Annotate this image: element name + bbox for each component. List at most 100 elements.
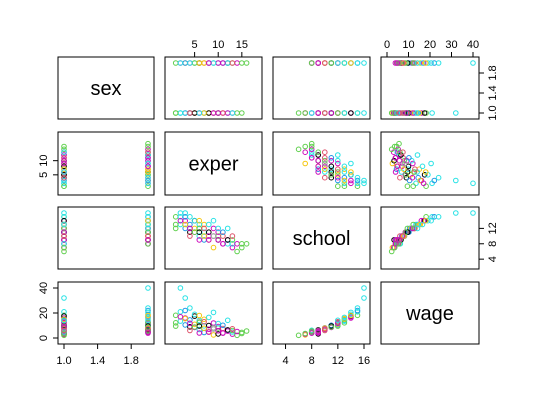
point-school-exper	[210, 217, 217, 224]
point-sex-school	[315, 60, 322, 66]
point-exper-school	[315, 157, 322, 164]
point-exper-sex	[145, 157, 151, 164]
point-exper-wage	[401, 160, 408, 167]
point-exper-sex	[61, 177, 67, 184]
point-wage-school	[341, 314, 348, 321]
point-exper-wage	[397, 149, 403, 155]
point-exper-wage	[408, 157, 415, 164]
y-tick-label-sex: 1.4	[487, 85, 499, 100]
point-exper-sex	[61, 143, 67, 150]
point-sex-wage	[422, 60, 429, 66]
point-school-sex	[61, 241, 67, 247]
point-school-sex	[145, 225, 151, 232]
point-school-wage	[388, 248, 395, 255]
point-sex-school	[348, 60, 354, 66]
point-exper-sex	[61, 163, 67, 170]
point-wage-exper	[191, 324, 198, 330]
point-wage-exper	[234, 332, 240, 339]
x-tick-label-school: 8	[309, 355, 315, 367]
point-wage-exper	[229, 327, 236, 334]
point-wage-sex	[145, 285, 151, 291]
point-exper-school	[328, 155, 335, 161]
point-school-wage	[422, 217, 429, 224]
point-sex-wage	[391, 110, 398, 116]
point-school-wage	[417, 221, 424, 228]
point-wage-sex	[145, 305, 151, 311]
point-exper-wage	[470, 180, 476, 187]
point-school-exper	[215, 237, 221, 243]
point-sex-exper	[187, 60, 193, 66]
panel-wage-vs-exper	[164, 281, 263, 345]
point-exper-wage	[389, 160, 396, 167]
point-sex-wage	[435, 60, 442, 66]
point-school-exper	[239, 244, 245, 251]
point-exper-school	[302, 149, 309, 155]
point-exper-sex	[145, 174, 151, 181]
point-exper-wage	[400, 149, 406, 155]
x-tick-label-wage: 0	[384, 39, 390, 51]
point-wage-sex	[61, 295, 67, 301]
point-exper-school	[348, 172, 354, 178]
x-tick-label-wage: 20	[424, 39, 436, 51]
point-exper-wage	[435, 174, 442, 181]
x-tick-label-wage: 30	[445, 39, 457, 51]
point-wage-exper	[196, 312, 203, 319]
point-exper-school	[341, 180, 348, 187]
point-wage-exper	[201, 319, 207, 325]
point-school-exper	[182, 221, 188, 228]
point-exper-wage	[403, 172, 409, 178]
point-exper-wage	[412, 166, 418, 172]
point-wage-exper	[220, 330, 226, 336]
point-exper-wage	[410, 183, 417, 189]
point-wage-sex	[145, 326, 151, 332]
point-exper-school	[335, 177, 341, 184]
point-exper-wage	[411, 169, 417, 175]
point-sex-exper	[239, 110, 245, 116]
x-tick-label-exper: 5	[192, 39, 198, 51]
point-wage-exper	[182, 295, 188, 301]
point-exper-wage	[391, 157, 397, 164]
point-sex-school	[335, 110, 341, 116]
point-school-exper	[172, 221, 179, 228]
point-exper-wage	[394, 163, 400, 170]
point-wage-exper	[239, 329, 245, 336]
point-exper-wage	[397, 174, 403, 181]
point-sex-exper	[172, 110, 179, 116]
point-school-wage	[410, 221, 417, 228]
point-exper-school	[328, 172, 335, 178]
point-sex-school	[361, 110, 367, 116]
point-wage-exper	[201, 325, 207, 332]
point-exper-school	[322, 174, 328, 181]
point-school-exper	[206, 229, 212, 235]
point-exper-school	[308, 149, 315, 155]
point-exper-wage	[410, 160, 416, 167]
point-exper-school	[315, 149, 322, 155]
point-sex-wage	[414, 110, 420, 116]
point-exper-wage	[396, 157, 403, 164]
point-exper-sex	[145, 143, 151, 150]
point-wage-school	[308, 330, 315, 336]
point-exper-sex	[61, 183, 67, 189]
point-sex-school	[295, 110, 302, 116]
x-tick-label-school: 16	[358, 355, 370, 367]
panel-sex-vs-school	[272, 56, 371, 120]
point-exper-school	[348, 160, 354, 167]
point-school-sex	[145, 210, 151, 216]
point-exper-school	[341, 166, 348, 172]
point-school-exper	[187, 214, 193, 220]
point-wage-exper	[172, 320, 179, 326]
point-sex-school	[335, 60, 341, 66]
y-tick-label-school: 8	[487, 241, 499, 247]
point-exper-school	[322, 169, 328, 175]
point-exper-school	[308, 146, 315, 153]
point-school-wage	[396, 237, 403, 243]
point-exper-school	[335, 166, 341, 172]
point-school-wage	[400, 233, 406, 239]
point-wage-sex	[61, 330, 67, 337]
point-sex-exper	[187, 110, 193, 116]
point-wage-exper	[215, 320, 221, 327]
point-exper-sex	[61, 149, 67, 155]
point-exper-school	[308, 140, 315, 147]
point-wage-exper	[210, 309, 217, 316]
